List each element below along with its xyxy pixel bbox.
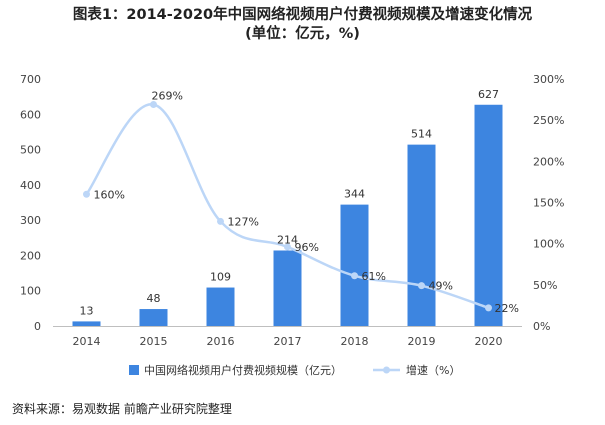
y-right-tick-label: 0% (533, 320, 550, 333)
chart-title-block: 图表1：2014-2020年中国网络视频用户付费视频规模及增速变化情况 (单位：… (0, 6, 605, 44)
legend-line-label: 增速（%） (406, 363, 460, 377)
y-right-tick-label: 300% (533, 73, 564, 86)
legend-bar-label: 中国网络视频用户付费视频规模（亿元） (144, 363, 342, 377)
y-left-tick-label: 200 (20, 249, 41, 262)
line-point (83, 190, 90, 198)
y-left-tick-label: 0 (34, 320, 41, 333)
bar-series (72, 104, 503, 326)
bar (407, 144, 436, 326)
x-tick-label: 2018 (341, 335, 369, 348)
x-tick-label: 2019 (408, 335, 436, 348)
bar (139, 309, 168, 326)
bar (72, 321, 101, 326)
y-left-tick-label: 400 (20, 179, 41, 192)
y-left-tick-label: 100 (20, 285, 41, 298)
line-point (284, 243, 291, 251)
legend-line-marker (383, 366, 390, 374)
x-tick-label: 2020 (475, 335, 503, 348)
line-value-label: 49% (429, 280, 453, 293)
line-value-label: 61% (362, 270, 386, 283)
line-point (217, 217, 224, 225)
bar (340, 204, 369, 326)
line-point (150, 101, 157, 109)
y-right-tick-label: 50% (533, 279, 557, 292)
y-right-tick-label: 200% (533, 155, 564, 168)
x-tick-label: 2015 (140, 335, 168, 348)
y-left-tick-label: 500 (20, 144, 41, 157)
line-point (351, 272, 358, 280)
chart-subtitle: (单位：亿元，%) (245, 26, 360, 42)
chart-legend: 中国网络视频用户付费视频规模（亿元） 增速（%） (129, 363, 460, 377)
x-tick-label: 2016 (207, 335, 235, 348)
line-point (485, 304, 492, 312)
x-tick-label: 2014 (73, 335, 101, 348)
y-left-tick-label: 300 (20, 214, 41, 227)
bar (206, 287, 235, 326)
source-note: 资料来源：易观数据 前瞻产业研究院整理 (12, 402, 232, 416)
y-right-tick-label: 150% (533, 197, 564, 210)
bar-value-label: 48 (147, 292, 161, 305)
line-point (418, 282, 425, 290)
bar-value-label: 344 (344, 188, 365, 201)
legend-bar-swatch (129, 365, 139, 375)
data-labels: 13 48 109 214 344 514 627 160% 269% 127% 96% 61% 49%… (80, 88, 519, 318)
x-tick-label: 2017 (274, 335, 302, 348)
line-value-label: 160% (94, 188, 125, 201)
bar-value-label: 109 (210, 271, 231, 284)
bar-value-label: 514 (411, 128, 432, 141)
bar-value-label: 627 (478, 88, 499, 101)
chart-title: 图表1：2014-2020年中国网络视频用户付费视频规模及增速变化情况 (72, 7, 533, 23)
y-left-tick-label: 600 (20, 108, 41, 121)
bar-value-label: 214 (277, 233, 298, 246)
y-right-tick-label: 100% (533, 238, 564, 251)
line-value-label: 127% (228, 215, 259, 228)
bar (474, 104, 503, 326)
bar-value-label: 13 (80, 304, 94, 317)
line-value-label: 22% (495, 302, 519, 315)
line-series (83, 101, 492, 312)
bar (273, 250, 302, 326)
y-left-tick-label: 700 (20, 73, 41, 86)
chart-axes: 0 100 200 300 400 500 600 700 0% 50% 100% 150% 200% 2… (20, 73, 564, 348)
line-value-label: 96% (295, 241, 319, 254)
y-right-tick-label: 250% (533, 114, 564, 127)
line-value-label: 269% (152, 90, 183, 103)
